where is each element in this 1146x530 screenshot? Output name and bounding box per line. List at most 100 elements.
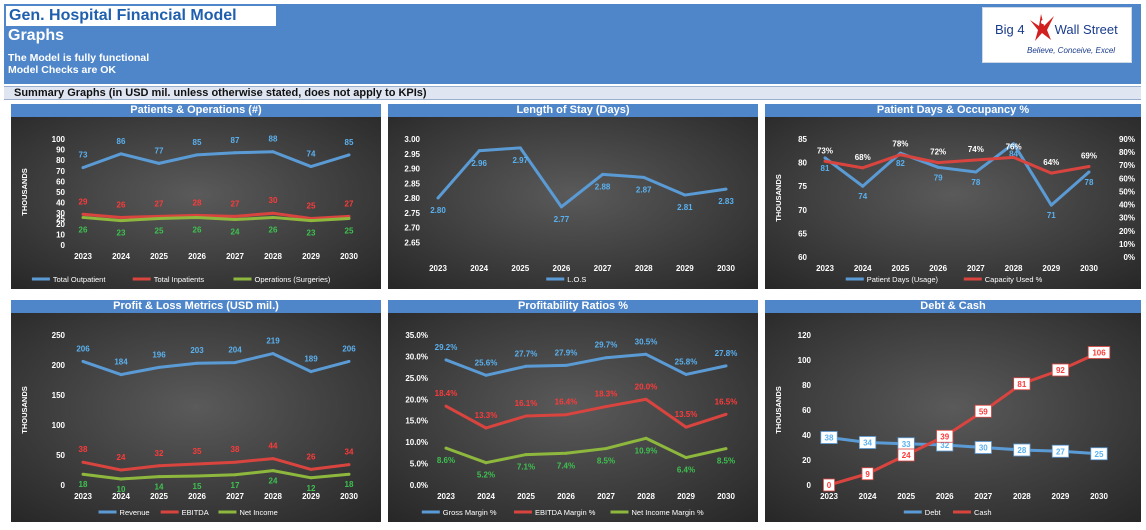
data-label: 85 (193, 138, 202, 147)
data-point (309, 370, 313, 374)
data-label: 68% (855, 153, 871, 162)
data-point (936, 161, 940, 165)
data-label: 82 (896, 159, 905, 168)
data-label: 44 (269, 442, 278, 451)
legend-entry: L.O.S (567, 275, 586, 284)
data-point (684, 456, 688, 460)
data-label: 34 (863, 439, 872, 448)
logo-tagline: Believe, Conceive, Excel (1027, 46, 1116, 55)
data-label: 18.4% (435, 389, 458, 398)
data-label: 189 (304, 355, 318, 364)
data-label: 64% (1043, 158, 1059, 167)
data-label: 77 (155, 146, 164, 155)
data-label: 27.7% (515, 349, 538, 358)
data-point (564, 413, 568, 417)
data-label: 88 (269, 135, 278, 144)
summary-label: Summary Graphs (in USD mil. unless other… (14, 87, 427, 99)
y-tick-label: 2.85 (404, 179, 420, 188)
y-tick-label: 10.0% (405, 438, 428, 447)
x-tick-label: 2025 (150, 492, 168, 501)
data-point (1012, 155, 1016, 159)
eagle-icon (1030, 14, 1054, 41)
x-tick-label: 2029 (302, 252, 320, 261)
panel-patients-operations: Patients & Operations (#) 0 10 20 25 30 40 50 6… (11, 104, 381, 289)
y-tick-label: 5.0% (410, 460, 428, 469)
y-tick-label: 100 (798, 356, 812, 365)
legend-entry: EBITDA (182, 508, 209, 517)
data-label-box (936, 429, 954, 443)
data-label-box (1051, 363, 1070, 377)
y-tick-label: 2.90 (404, 165, 420, 174)
data-label: 26 (307, 452, 316, 461)
y-tick-label: 80 (56, 156, 65, 165)
summary-bar: Summary Graphs (in USD mil. unless other… (4, 86, 1141, 100)
data-point (684, 372, 688, 376)
model-checks-text: Model Checks are OK (8, 64, 116, 76)
data-label: 18.3% (595, 390, 618, 399)
data-label: 203 (190, 346, 204, 355)
y-tick-label: 80 (802, 381, 811, 390)
x-tick-label: 2023 (74, 492, 92, 501)
data-label: 28 (193, 198, 202, 207)
data-point (861, 166, 865, 170)
y-tick-label: 35.0% (405, 331, 428, 340)
y-tick-label: 15.0% (405, 417, 428, 426)
data-point (271, 215, 275, 219)
data-point (119, 477, 123, 481)
data-point (233, 473, 237, 477)
data-label: 14 (155, 483, 164, 492)
chart-background (388, 313, 758, 522)
x-tick-label: 2027 (594, 264, 612, 273)
chart-background (388, 117, 758, 289)
data-label-box (858, 436, 877, 449)
data-label: 73 (79, 151, 88, 160)
x-tick-label: 2024 (112, 252, 130, 261)
series-line-operations-surgeries (82, 215, 350, 223)
x-tick-label: 2024 (470, 264, 488, 273)
data-label: 16.1% (515, 399, 538, 408)
data-label-box (861, 467, 874, 481)
data-label: 29.7% (595, 341, 618, 350)
legend-entry: Total Outpatient (53, 275, 106, 284)
y-tick-label: 0 (61, 241, 66, 250)
data-label: 79 (934, 173, 943, 182)
y-tick-label: 25.0% (405, 374, 428, 383)
data-label: 73% (817, 146, 833, 155)
data-label: 8.5% (597, 457, 615, 466)
data-label: 25 (155, 227, 164, 236)
panel-length-of-stay: Length of Stay (Days) 2.65 2.70 2.75 2.80 2.… (388, 104, 758, 289)
data-label: 33 (902, 440, 911, 449)
x-tick-label: 2029 (1042, 264, 1060, 273)
data-label: 24 (902, 451, 911, 460)
y-tick-label: 30.0% (405, 352, 428, 361)
x-tick-label: 2030 (1090, 492, 1108, 501)
x-tick-label: 2029 (676, 264, 694, 273)
chart-background (765, 313, 1141, 522)
data-point (724, 364, 728, 368)
series-line-gross-margin (445, 352, 727, 377)
data-label-box (823, 478, 836, 492)
y-tick-label: 200 (52, 361, 66, 370)
panel-title: Profit & Loss Metrics (USD mil.) (11, 300, 381, 313)
y-tick-label: 2.70 (404, 224, 420, 233)
data-point (644, 436, 648, 440)
y2-tick-label: 20% (1119, 227, 1135, 236)
x-tick-label: 2028 (264, 492, 282, 501)
data-point (157, 161, 161, 165)
data-point (484, 373, 488, 377)
x-tick-label: 2028 (1005, 264, 1023, 273)
y2-tick-label: 70% (1119, 161, 1135, 170)
x-tick-label: 2024 (854, 264, 872, 273)
y-tick-label: 10 (56, 230, 65, 239)
chart-background (11, 117, 381, 289)
y-tick-label: 60 (802, 406, 811, 415)
data-point (724, 412, 728, 416)
profitability-ratios-chart: 0.0% 5.0% 10.0% 15.0% 20.0% 25.0% 30.0% 35.0% 20… (388, 313, 758, 522)
data-label: 106 (1092, 349, 1106, 358)
data-point (684, 425, 688, 429)
data-point (524, 364, 528, 368)
x-tick-label: 2026 (929, 264, 947, 273)
x-tick-label: 2025 (897, 492, 915, 501)
data-point (195, 474, 199, 478)
data-point (898, 153, 902, 157)
